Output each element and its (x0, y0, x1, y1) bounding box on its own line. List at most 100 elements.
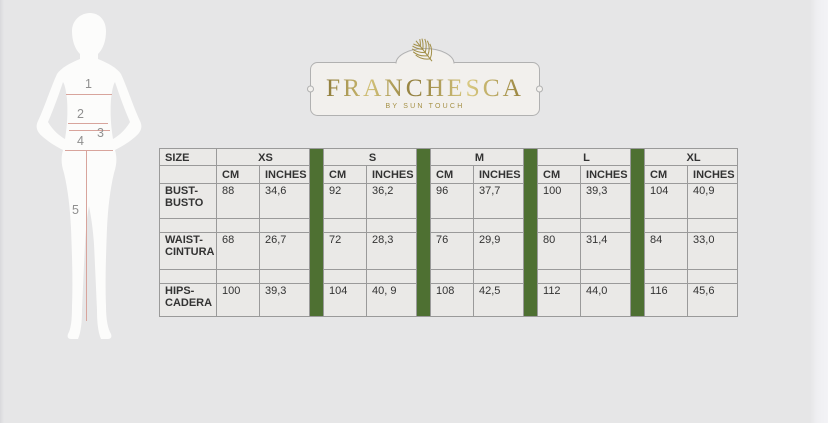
measure-value: 76 (430, 232, 474, 270)
spacer-cell (430, 218, 474, 233)
spacer-cell (644, 218, 689, 233)
spacer-cell (159, 218, 217, 233)
table-row: WAIST-CINTURA 68 26,7 72 28,3 76 29,9 80… (159, 232, 739, 270)
measure-value: 40,9 (687, 183, 739, 219)
measure-value: 39,3 (580, 183, 632, 219)
divider-bar (416, 148, 431, 317)
size-header-xs: XS (216, 148, 310, 166)
waist-measure-line (68, 123, 108, 124)
palm-frond-icon (411, 38, 433, 62)
spacer-cell (472, 218, 525, 233)
hip-measure-line (65, 150, 113, 151)
spacer-cell (580, 218, 632, 233)
measure-marker-4: 4 (77, 134, 84, 148)
spacer-cell (472, 269, 525, 284)
measure-value: 44,0 (580, 283, 632, 317)
spacer-cell (687, 269, 739, 284)
unit-header-cm: CM (430, 165, 474, 184)
unit-header-inches: INCHES (366, 165, 417, 184)
measure-value: 100 (216, 283, 260, 317)
size-chart-table: SIZE XS S M L XL CM INCHES CM INCHES CM … (159, 148, 739, 317)
measure-value: 100 (537, 183, 582, 219)
high-hip-measure-line (69, 130, 110, 131)
size-header-m: M (429, 148, 525, 166)
spacer-cell (366, 269, 417, 284)
brand-logo-plaque: FRANCHESCA BY SUN TOUCH (307, 38, 543, 116)
spacer-row (159, 269, 739, 284)
measure-value: 80 (537, 232, 582, 270)
unit-header-cm: CM (323, 165, 367, 184)
spacer-cell (687, 218, 739, 233)
size-header-xl: XL (644, 148, 739, 166)
spacer-cell (216, 218, 260, 233)
measure-value: 29,9 (472, 232, 525, 270)
measure-value: 72 (323, 232, 367, 270)
spacer-cell (259, 269, 310, 284)
frame-right-ornament (536, 85, 543, 93)
spacer-cell (644, 269, 689, 284)
frame-left-ornament (307, 85, 314, 93)
measure-value: 34,6 (259, 183, 310, 219)
spacer-cell (430, 269, 474, 284)
measure-label-bust: BUST-BUSTO (159, 183, 217, 219)
spacer-cell (259, 218, 310, 233)
unit-header-inches: INCHES (472, 165, 525, 184)
bust-measure-line (66, 94, 112, 95)
unit-header-inches: INCHES (580, 165, 632, 184)
unit-header-cm: CM (216, 165, 260, 184)
measure-value: 112 (537, 283, 582, 317)
measure-marker-2: 2 (77, 107, 84, 121)
spacer-cell (537, 218, 582, 233)
table-row: HIPS-CADERA 100 39,3 104 40, 9 108 42,5 … (159, 283, 739, 317)
measure-marker-3: 3 (97, 126, 104, 140)
measure-label-hips: HIPS-CADERA (159, 283, 217, 317)
spacer-cell (366, 218, 417, 233)
unit-header-cm: CM (644, 165, 689, 184)
left-edge-shade (0, 0, 4, 423)
measure-marker-1: 1 (85, 77, 92, 91)
measure-label-waist: WAIST-CINTURA (159, 232, 217, 270)
brand-tagline: BY SUN TOUCH (386, 103, 465, 110)
spacer-cell (323, 218, 367, 233)
measure-value: 42,5 (472, 283, 525, 317)
measure-value: 104 (644, 183, 689, 219)
brand-logo: FRANCHESCA BY SUN TOUCH (304, 36, 546, 126)
female-silhouette-icon (36, 13, 142, 339)
size-header-s: S (323, 148, 417, 166)
measure-value: 96 (430, 183, 474, 219)
measure-value: 31,4 (580, 232, 632, 270)
measure-value: 28,3 (366, 232, 417, 270)
spacer-cell (216, 269, 260, 284)
measure-value: 92 (323, 183, 367, 219)
measure-value: 84 (644, 232, 689, 270)
spacer-cell (323, 269, 367, 284)
measure-value: 68 (216, 232, 260, 270)
size-corner-header: SIZE (159, 148, 217, 166)
table-row: BUST-BUSTO 88 34,6 92 36,2 96 37,7 100 3… (159, 183, 739, 219)
measure-value: 45,6 (687, 283, 739, 317)
measure-value: 108 (430, 283, 474, 317)
measure-value: 26,7 (259, 232, 310, 270)
unit-header-cm: CM (537, 165, 582, 184)
measure-value: 116 (644, 283, 689, 317)
measure-value: 33,0 (687, 232, 739, 270)
mannequin-figure (14, 10, 162, 346)
measure-marker-5: 5 (72, 203, 79, 217)
divider-bar (630, 148, 646, 317)
measure-value: 40, 9 (366, 283, 417, 317)
right-edge-shade (810, 0, 828, 423)
measure-value: 104 (323, 283, 367, 317)
length-measure-line (86, 151, 87, 321)
spacer-row (159, 218, 739, 233)
spacer-cell (580, 269, 632, 284)
measure-value: 36,2 (366, 183, 417, 219)
spacer-cell (537, 269, 582, 284)
divider-bar (523, 148, 539, 317)
divider-bar (309, 148, 324, 317)
measure-value: 39,3 (259, 283, 310, 317)
empty-cell (159, 165, 217, 184)
brand-name: FRANCHESCA (326, 75, 524, 102)
unit-header-inches: INCHES (687, 165, 739, 184)
size-header-l: L (537, 148, 632, 166)
